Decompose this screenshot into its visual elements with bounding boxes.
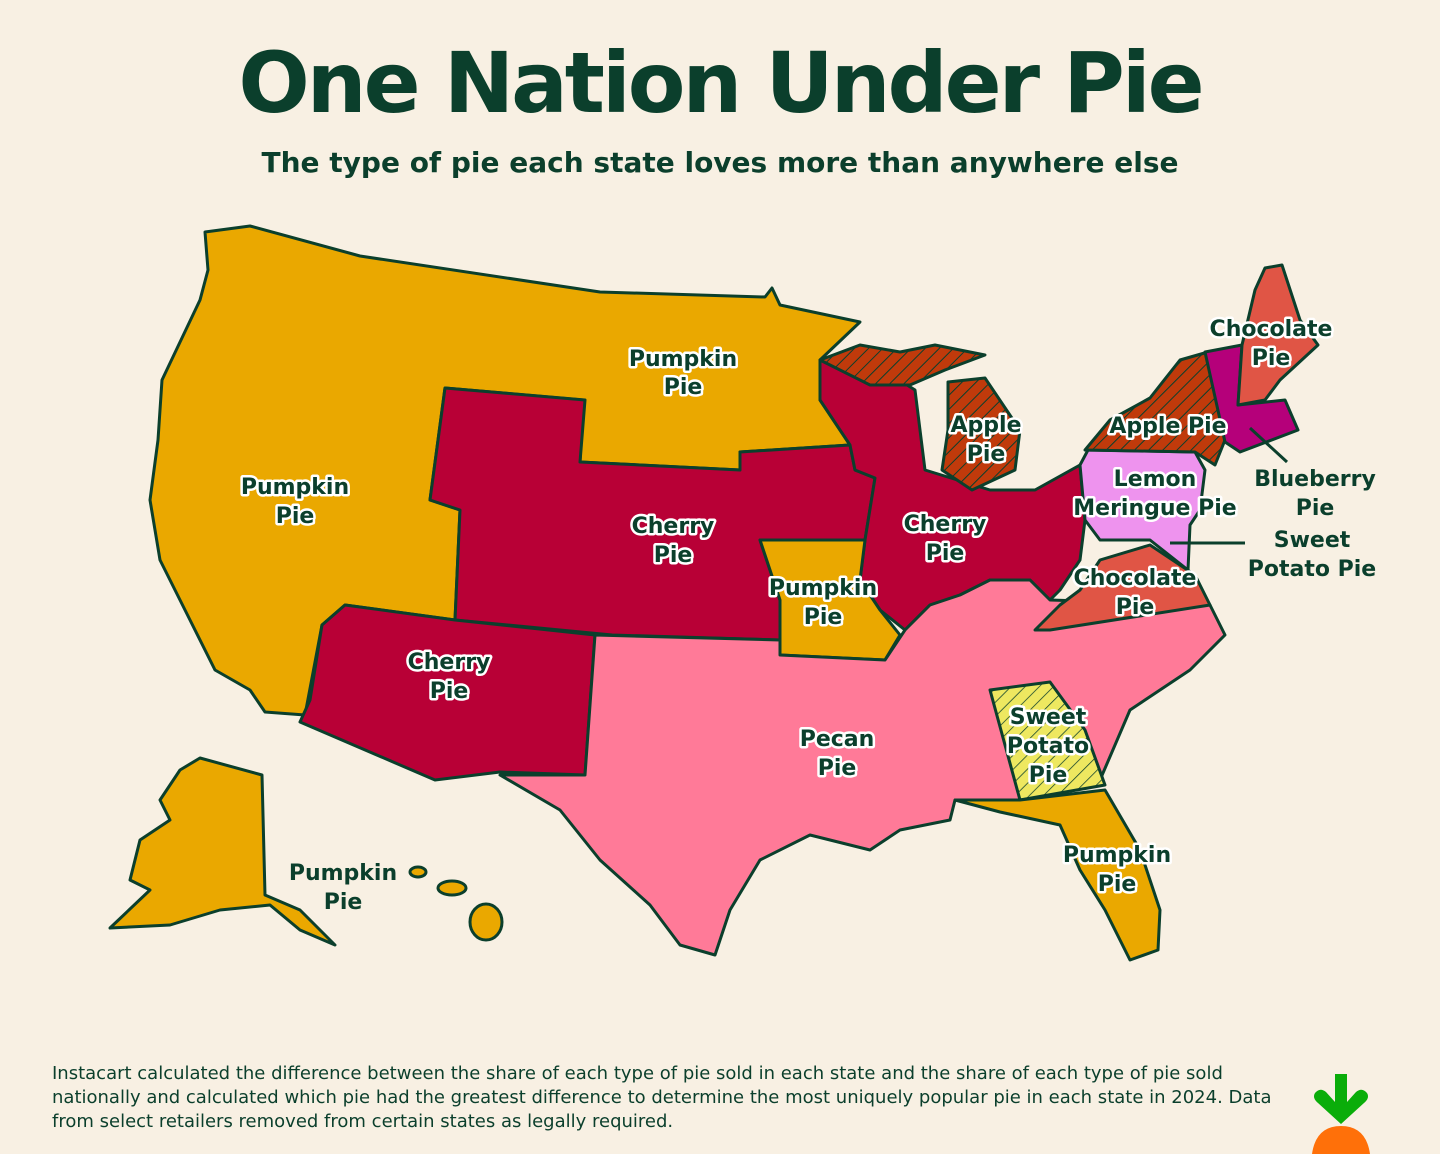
map-labels: Pumpkin Pie Pumpkin Pie Pumpkin Pie Pumpkin… [238, 315, 1376, 916]
region-hawaii-pumpkin [408, 865, 504, 942]
footnote: Instacart calculated the difference betw… [52, 1063, 1272, 1132]
label-virginia-chocolate: Chocolate Pie [1074, 566, 1197, 620]
region-michigan-up-apple [818, 343, 987, 387]
region-florida-pumpkin [953, 788, 1162, 962]
label-newyork-apple: Apple Pie [1109, 414, 1226, 439]
label-florida-pumpkin: Pumpkin Pie [1063, 843, 1171, 897]
instacart-carrot-logo [1312, 1074, 1370, 1154]
region-virginia-chocolate [1033, 543, 1212, 632]
label-south-pecan: Pecan Pie [800, 727, 875, 781]
label-alaska-pumpkin: Pumpkin Pie [289, 861, 397, 915]
region-georgia-sweet-potato [988, 680, 1107, 802]
label-plains-cherry: Cherry Pie [632, 514, 715, 568]
page-subtitle: The type of pie each state loves more th… [261, 146, 1179, 179]
label-penn-lemon: Lemon Meringue Pie [1073, 467, 1236, 521]
label-maryland-sweet-potato: Sweet Potato Pie [1248, 528, 1376, 582]
label-missouri-pumpkin: Pumpkin Pie [769, 576, 877, 630]
blueberry-leader-line [1248, 426, 1289, 464]
label-blueberry: Blueberry Pie [1254, 467, 1376, 521]
label-maine-chocolate: Chocolate Pie [1210, 317, 1333, 371]
region-newyork-apple [1083, 350, 1227, 467]
label-georgia-sweet-potato: Sweet Potato Pie [1007, 705, 1089, 788]
page-title: One Nation Under Pie [238, 34, 1204, 132]
label-michigan-apple: Apple Pie [951, 413, 1022, 467]
label-west-pumpkin: Pumpkin Pie [241, 475, 349, 529]
region-michigan-apple [940, 376, 1022, 492]
label-southwest-cherry: Cherry Pie [408, 650, 491, 704]
region-alaska-pumpkin [108, 756, 337, 947]
label-midwest-cherry: Cherry Pie [904, 512, 987, 566]
region-maine-nh-chocolate [1236, 263, 1320, 407]
label-north-pumpkin: Pumpkin Pie [629, 347, 737, 400]
